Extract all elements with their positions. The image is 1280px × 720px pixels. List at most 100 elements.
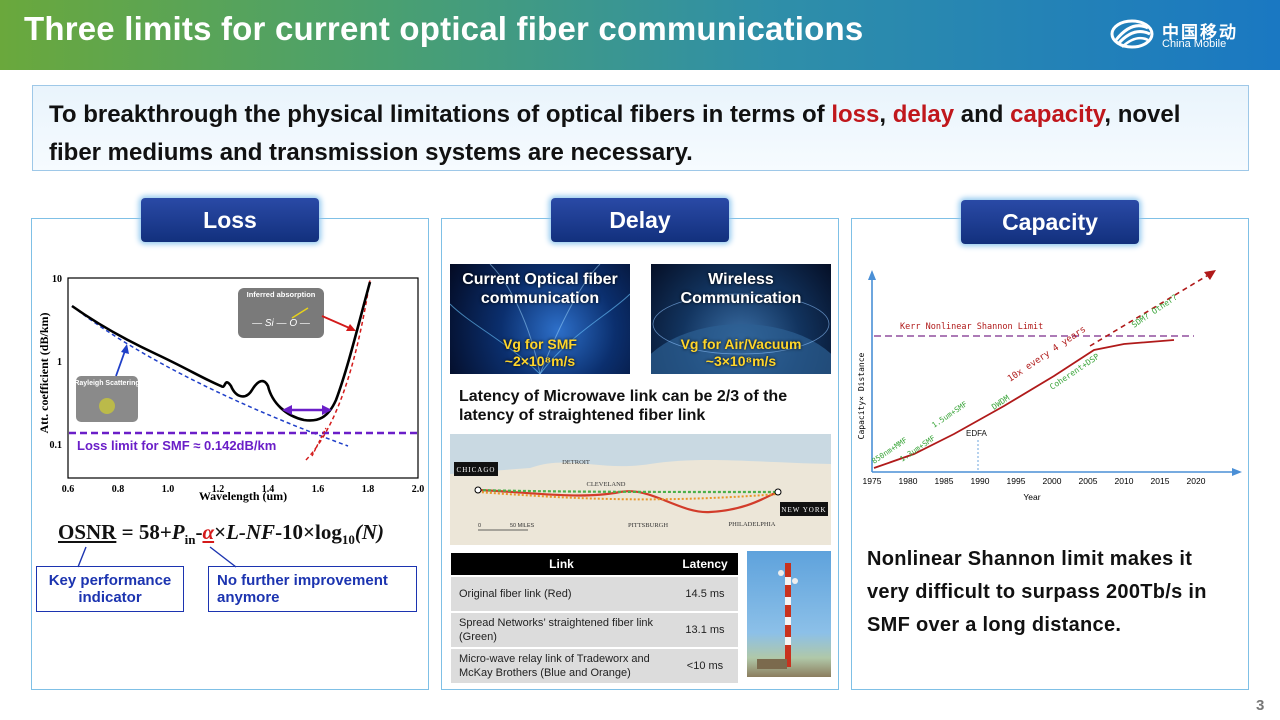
fiber-tile-speed: Vg for SMF ~2×10⁸m/s [503,336,577,369]
osnr-p: P [171,520,185,544]
scale-50-miles: 50 MILES [510,523,534,529]
col-link: Link [451,553,672,575]
scale-zero: 0 [478,523,481,529]
inferred-absorption-label: Inferred absorption [247,290,316,299]
intro-sep-2: and [954,101,1011,128]
osnr-log-base: 10 [341,532,355,548]
microwave-route [477,491,779,501]
osnr-n: (N) [354,520,385,544]
microwave-tower-photo [747,551,831,677]
loss-limit-label: Loss limit for SMF ≈ 0.142dB/km [77,438,276,453]
latency-table: Link Latency Original fiber link (Red) 1… [451,551,738,685]
rayleigh-label-text: Rayleigh Scattering [74,380,139,387]
tower-graphic [757,563,798,669]
loss-xtick: 1.2 [212,484,225,495]
loss-xtick: 1.6 [312,484,325,495]
fiber-loss-curve [71,281,372,422]
osnr-label: OSNR [58,520,117,544]
cap-ylabel: Capacity× Distance [857,352,866,439]
capacity-chart: Capacity× Distance 1975 1980 1985 1990 1… [857,270,1242,502]
projection-arrow-head [1204,270,1216,280]
loss-xtick: 1.8 [362,484,375,495]
sdm-label: SDM? Other? [1130,292,1179,329]
microwave-latency-statement: Latency of Microwave link can be 2/3 of … [459,388,788,424]
dish-antenna [792,578,798,584]
cleveland-label: CLEVELAND [587,481,626,488]
kerr-limit-label: Kerr Nonlinear Shannon Limit [900,322,1043,332]
earth-orbit-graphic [651,293,831,374]
chicago-label-bg [454,462,498,476]
newyork-label-bg [780,502,828,516]
loss-xtick: 1.4 [262,484,275,495]
logo-text-en: China Mobile [1162,38,1227,50]
table-row: Micro-wave relay link of Tradeworx and M… [451,649,738,683]
tower-mast [785,563,791,667]
original-fiber-route [477,488,779,514]
newyork-dot [774,488,782,496]
capacity-heading: Capacity [961,200,1139,244]
pittsburgh-label: PITTSBURGH [628,522,668,529]
link-cell: Spread Networks’ straightened fiber link… [451,613,672,647]
kpi-box: Key performance indicator [36,566,184,612]
l15-label: 1.5um+SMF [930,399,969,429]
intro-text-1: To breakthrough the physical limitations… [49,101,832,128]
loss-xtick: 0.6 [62,484,75,495]
title-banner: Three limits for current optical fiber c… [0,0,1280,70]
attenuation-chart: 10 1 0.1 0.6 0.8 1.0 1.2 1.4 1.6 1.8 2.0… [37,274,425,503]
cap-xtick: 2015 [1151,476,1170,486]
loss-xlabel: Wavelength (um) [199,489,287,503]
kpi-connector [77,546,87,568]
cap-xtick: 2005 [1079,476,1098,486]
cap-xlabel: Year [1023,492,1040,502]
cap-xtick: 2020 [1187,476,1206,486]
intro-text-2: , novel fiber mediums and transmission s… [49,101,1181,166]
table-row: Original fiber link (Red) 14.5 ms [451,577,738,611]
absorption-arrow-head [346,324,356,331]
latency-cell: 14.5 ms [672,577,738,611]
no-improvement-box: No further improvement anymore [208,566,417,612]
route-map: CHICAGO NEW YORK DETROIT CLEVELAND PITTS… [450,434,831,545]
cap-xtick: 1990 [971,476,990,486]
loss-ytick-10: 10 [52,274,62,285]
cap-xtick: 1995 [1007,476,1026,486]
logo-text-cn: 中国移动 [1162,23,1238,42]
fiber-tile-title: Current Optical fiber communication [462,271,618,307]
cap-xtick: 1980 [899,476,918,486]
chicago-dot [474,486,482,494]
osnr-alpha: α [202,520,215,544]
link-cell: Micro-wave relay link of Tradeworx and M… [451,649,672,683]
absorption-pointer [291,307,309,319]
rayleigh-scattering-curve [71,305,349,447]
cap-xtick: 1975 [863,476,882,486]
osnr-pre: = 58+ [116,520,172,544]
osnr-formula: OSNR = 58+Pin-α×L-NF-10×log10(N) [58,520,384,548]
wireless-tile-title: Wireless Communication [680,271,802,307]
osnr-p-sub: in [184,532,196,548]
cap-xtick: 2010 [1115,476,1134,486]
dwdm-label: DWDM [990,393,1011,411]
newyork-label: NEW YORK [781,506,826,514]
coherent-label: Coherent+DSP [1048,352,1101,392]
rayleigh-arrow-head [121,344,129,354]
osnr-l: L [226,520,239,544]
loss-xtick: 1.0 [162,484,175,495]
scattering-particle [99,398,115,414]
window-arrow-head-right [322,405,332,415]
intro-delay: delay [892,101,955,128]
capacity-statement: Nonlinear Shannon limit makes it very di… [867,548,1207,636]
wireless-image: Wireless Communication Vg for Air/Vacuum… [651,264,831,374]
col-latency: Latency [672,553,738,575]
route-map-graphic: CHICAGO NEW YORK DETROIT CLEVELAND PITTS… [450,434,831,531]
optical-fiber-image: Current Optical fiber communication Vg f… [450,264,630,374]
intro-sep-1: , [879,101,893,128]
fiber-light-strands [450,264,630,374]
cap-x-axis-arrow [1232,468,1242,476]
lake-area [450,434,831,474]
loss-xtick: 0.8 [112,484,125,495]
cap-y-axis-arrow [868,270,876,280]
china-mobile-logo-icon [1110,19,1154,49]
capacity-trend-line [873,339,1175,469]
window-arrow-head-left [282,405,292,415]
detroit-label: DETROIT [562,459,590,466]
loss-xtick: 2.0 [412,484,425,495]
